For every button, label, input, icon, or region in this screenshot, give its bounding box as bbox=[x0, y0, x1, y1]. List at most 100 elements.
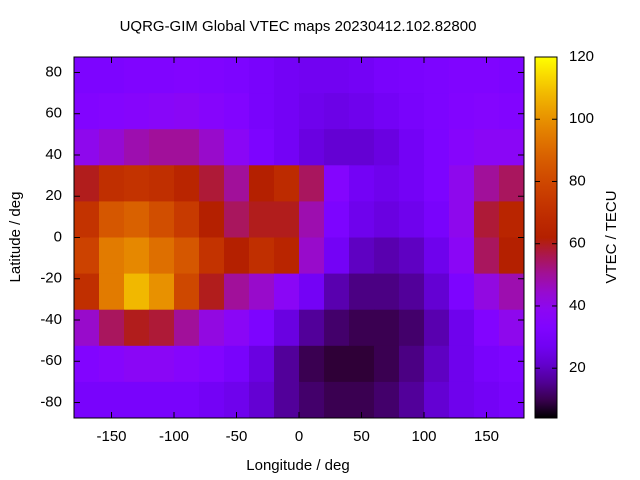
heatmap-cell bbox=[224, 93, 250, 130]
heatmap-cell bbox=[374, 345, 400, 383]
heatmap-cell bbox=[124, 237, 150, 275]
heatmap-cell bbox=[349, 237, 375, 275]
heatmap-cell bbox=[124, 129, 150, 166]
heatmap-cell bbox=[299, 165, 325, 202]
heatmap-cell bbox=[99, 345, 125, 383]
heatmap-cell bbox=[249, 201, 275, 238]
x-axis-label: Longitude / deg bbox=[246, 457, 349, 474]
heatmap-cell bbox=[99, 57, 125, 94]
heatmap-cell bbox=[449, 201, 475, 238]
heatmap-cell bbox=[299, 381, 325, 419]
heatmap-cell bbox=[199, 165, 225, 202]
heatmap-cell bbox=[274, 165, 300, 202]
heatmap-cell bbox=[324, 129, 350, 166]
heatmap-cell bbox=[224, 57, 250, 94]
heatmap-cell bbox=[399, 129, 425, 166]
heatmap-cell bbox=[124, 165, 150, 202]
heatmap-cell bbox=[399, 381, 425, 419]
heatmap-cell bbox=[324, 93, 350, 130]
heatmap-cell bbox=[249, 381, 275, 419]
heatmap-cell bbox=[374, 237, 400, 275]
colorbar-tick-label: 40 bbox=[569, 297, 586, 314]
heatmap-cell bbox=[349, 309, 375, 347]
heatmap-cell bbox=[249, 165, 275, 202]
heatmap-cell bbox=[249, 309, 275, 347]
y-axis-label: Latitude / deg bbox=[7, 192, 24, 283]
x-tick-label: -100 bbox=[159, 428, 189, 445]
heatmap-cell bbox=[449, 93, 475, 130]
x-tick-label: 0 bbox=[295, 428, 303, 445]
heatmap-cell bbox=[449, 165, 475, 202]
heatmap-cell bbox=[249, 273, 275, 311]
heatmap-cell bbox=[424, 93, 450, 130]
heatmap-cell bbox=[299, 345, 325, 383]
heatmap-cell bbox=[274, 201, 300, 238]
heatmap-cell bbox=[199, 309, 225, 347]
heatmap-cell bbox=[449, 345, 475, 383]
heatmap-cell bbox=[324, 201, 350, 238]
heatmap-cell bbox=[324, 165, 350, 202]
heatmap-cell bbox=[449, 309, 475, 347]
heatmap-cell bbox=[124, 273, 150, 311]
heatmap-cell bbox=[99, 273, 125, 311]
heatmap-cell bbox=[474, 201, 500, 238]
x-tick-label: 150 bbox=[474, 428, 499, 445]
heatmap-cell bbox=[274, 345, 300, 383]
heatmap-cell bbox=[399, 93, 425, 130]
heatmap-cell bbox=[449, 237, 475, 275]
heatmap-cell bbox=[99, 309, 125, 347]
heatmap-cell bbox=[199, 273, 225, 311]
heatmap-cell bbox=[399, 57, 425, 94]
heatmap-cell bbox=[199, 93, 225, 130]
chart-title: UQRG-GIM Global VTEC maps 20230412.102.8… bbox=[120, 18, 477, 35]
heatmap-cell bbox=[149, 309, 175, 347]
heatmap-cell bbox=[224, 201, 250, 238]
x-tick-label: 100 bbox=[411, 428, 436, 445]
heatmap-cell bbox=[149, 93, 175, 130]
heatmap-cell bbox=[74, 201, 100, 238]
heatmap-cell bbox=[399, 201, 425, 238]
heatmap-cell bbox=[374, 57, 400, 94]
colorbar-tick-label: 120 bbox=[569, 48, 594, 65]
heatmap-cell bbox=[474, 93, 500, 130]
heatmap-cell bbox=[149, 237, 175, 275]
heatmap-cell bbox=[99, 201, 125, 238]
heatmap-cell bbox=[449, 273, 475, 311]
x-tick-label: -50 bbox=[226, 428, 248, 445]
heatmap-cell bbox=[424, 165, 450, 202]
heatmap-cell bbox=[424, 57, 450, 94]
heatmap-cell bbox=[424, 309, 450, 347]
heatmap-cell bbox=[374, 93, 400, 130]
y-tick-label: 60 bbox=[45, 105, 62, 122]
heatmap-cell bbox=[249, 129, 275, 166]
colorbar-tick-label: 80 bbox=[569, 172, 586, 189]
heatmap-cell bbox=[474, 57, 500, 94]
heatmap-cell bbox=[424, 381, 450, 419]
heatmap-cell bbox=[324, 57, 350, 94]
heatmap-cell bbox=[249, 93, 275, 130]
heatmap-cell bbox=[324, 381, 350, 419]
heatmap-cell bbox=[224, 165, 250, 202]
y-tick-label: 0 bbox=[54, 228, 62, 245]
y-tick-label: -60 bbox=[40, 352, 62, 369]
heatmap-cell bbox=[199, 345, 225, 383]
colorbar-tick-label: 20 bbox=[569, 359, 586, 376]
heatmap-cell bbox=[324, 237, 350, 275]
heatmap-cell bbox=[399, 273, 425, 311]
heatmap-cell bbox=[449, 129, 475, 166]
heatmap-cell bbox=[199, 237, 225, 275]
heatmap-cell bbox=[174, 129, 200, 166]
heatmap-cell bbox=[249, 57, 275, 94]
heatmap-cell bbox=[199, 57, 225, 94]
heatmap-cell bbox=[199, 129, 225, 166]
heatmap-cell bbox=[124, 201, 150, 238]
heatmap-cell bbox=[299, 273, 325, 311]
heatmap-cell bbox=[299, 93, 325, 130]
heatmap-cell bbox=[224, 345, 250, 383]
heatmap-cell bbox=[274, 57, 300, 94]
heatmap-cell bbox=[374, 273, 400, 311]
heatmap-cell bbox=[124, 381, 150, 419]
heatmap-cell bbox=[174, 165, 200, 202]
heatmap-cell bbox=[199, 201, 225, 238]
heatmap-cell bbox=[349, 165, 375, 202]
